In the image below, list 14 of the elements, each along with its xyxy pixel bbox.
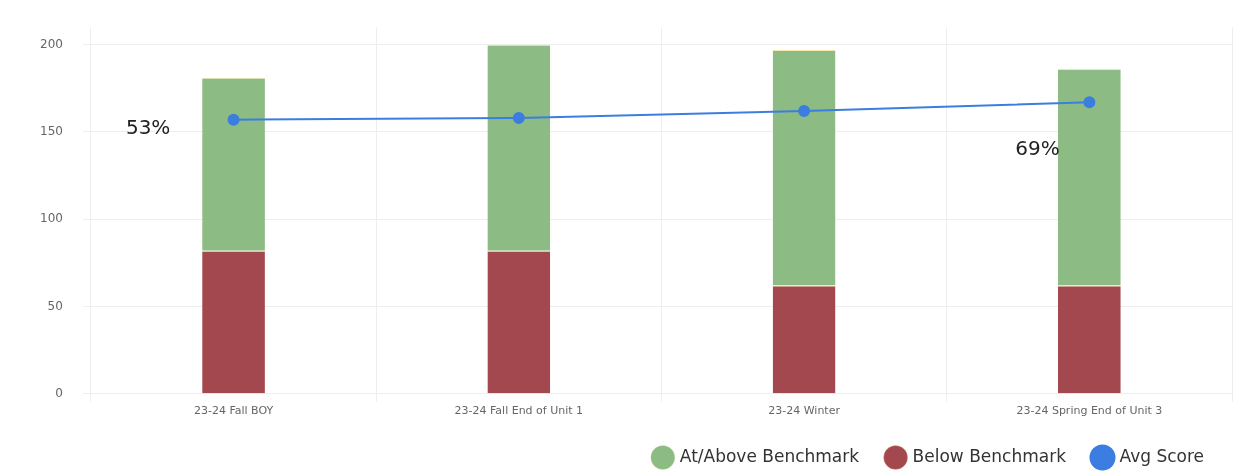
x-tick-label: 23-24 Fall BOY [193,404,274,418]
x-tick-label: 23-24 Fall End of Unit 1 [454,404,584,418]
annotation: 53% [125,114,171,139]
legend-label: Below Benchmark [912,445,1067,466]
y-tick-label: 150 [40,124,63,139]
y-tick-label: 50 [47,298,63,313]
legend-label: At/Above Benchmark [679,445,860,466]
y-tick-label: 100 [40,211,63,226]
x-tick-label: 23-24 Winter [768,404,841,418]
y-tick-label: 200 [40,36,63,51]
annotation: 69% [1015,135,1060,160]
legend-label: Avg Score [1119,445,1205,466]
y-tick-label: 0 [55,385,63,400]
x-tick-label: 23-24 Spring End of Unit 3 [1016,404,1163,418]
